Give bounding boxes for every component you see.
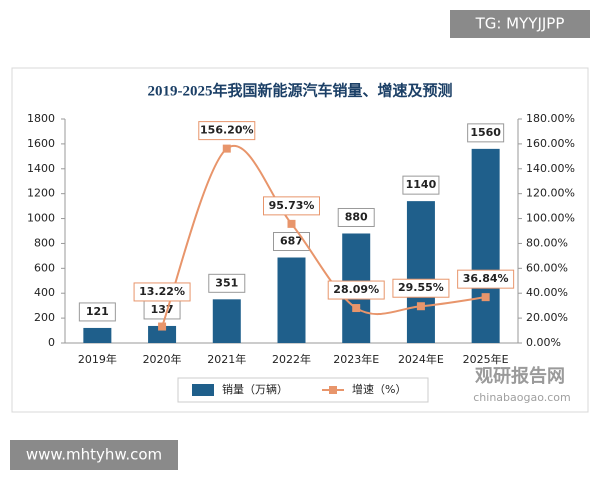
y-tick-label: 1800 xyxy=(27,112,55,125)
line-marker xyxy=(222,144,231,153)
legend-label: 销量（万辆） xyxy=(222,382,288,396)
bar xyxy=(406,201,435,343)
bar-label: 351 xyxy=(215,276,238,289)
bar-label: 880 xyxy=(345,210,368,223)
line-label: 95.73% xyxy=(269,199,315,212)
y-tick-label: 1000 xyxy=(27,212,55,225)
plot: 0 200 400 600 800 1000 1200 1400 1600 1800 0.00% 20… xyxy=(27,112,575,403)
bar-label: 1560 xyxy=(470,126,501,139)
line-label: 13.22% xyxy=(139,285,185,298)
bar-label-box xyxy=(78,302,116,322)
line-label: 29.55% xyxy=(398,281,444,294)
line-label-box xyxy=(198,121,256,141)
y2-tick-label: 60.00% xyxy=(526,261,568,274)
x-tick-label: 2020年 xyxy=(143,352,182,366)
line-marker xyxy=(287,219,296,228)
line-label-box xyxy=(263,196,320,216)
y-tick-label: 1200 xyxy=(27,187,55,200)
line-label: 36.84% xyxy=(463,272,509,285)
line-marker xyxy=(481,293,490,302)
watermark-box xyxy=(450,10,590,38)
legend-swatch xyxy=(329,386,337,394)
y-tick-label: 800 xyxy=(34,236,55,249)
line-marker xyxy=(416,302,425,311)
x-tick-label: 2019年 xyxy=(78,352,117,366)
chart-title: 2019-2025年我国新能源汽车销量、增速及预测 xyxy=(148,81,453,99)
watermark-brand: 观研报告网 xyxy=(475,365,565,387)
legend-label: 增速（%） xyxy=(352,382,406,396)
bar-label: 137 xyxy=(151,303,174,316)
line-label-box xyxy=(457,269,515,289)
y-tick-label: 400 xyxy=(34,286,55,299)
legend-frame xyxy=(177,377,429,403)
bar xyxy=(148,325,177,343)
y-tick-label: 600 xyxy=(34,261,55,274)
x-tick-label: 2024年E xyxy=(398,352,444,366)
bar-label: 687 xyxy=(280,235,303,248)
watermark: TG: MYYJJPP xyxy=(475,15,565,33)
line-marker xyxy=(158,322,167,331)
x-tick-label: 2025年E xyxy=(463,352,509,366)
y2-tick-label: 160.00% xyxy=(526,137,575,150)
legend-swatch xyxy=(192,384,214,396)
bar-label-box xyxy=(402,175,440,195)
x-tick-label: 2022年 xyxy=(272,352,311,366)
line-label-box xyxy=(133,282,191,302)
line-label: 28.09% xyxy=(333,283,379,296)
y-tick-label: 0 xyxy=(48,336,55,349)
y2-tick-label: 120.00% xyxy=(526,187,575,200)
line-label-box xyxy=(392,278,450,298)
bar-label-box xyxy=(467,123,505,143)
bar xyxy=(471,148,500,343)
y2-tick-label: 100.00% xyxy=(526,212,575,225)
line-label: 156.20% xyxy=(200,124,253,137)
y-tick-label: 1400 xyxy=(27,162,55,175)
y2-tick-label: 40.00% xyxy=(526,286,568,299)
bar-label: 1140 xyxy=(406,178,437,191)
watermark: www.mhtyhw.com xyxy=(26,446,162,464)
bar xyxy=(277,257,306,343)
y-tick-label: 200 xyxy=(34,311,55,324)
watermark-box xyxy=(10,440,178,470)
x-tick-label: 2023年E xyxy=(333,352,379,366)
y-tick-label: 1600 xyxy=(27,137,55,150)
line-label-box xyxy=(327,280,385,300)
y2-tick-label: 140.00% xyxy=(526,162,575,175)
line-marker xyxy=(352,304,361,313)
y2-tick-label: 80.00% xyxy=(526,236,568,249)
bar-label-box xyxy=(337,207,375,227)
watermark-site: chinabaogao.com xyxy=(473,391,571,404)
bar-label: 121 xyxy=(86,305,109,318)
x-tick-label: 2021年 xyxy=(207,352,246,366)
bar xyxy=(212,299,241,343)
y2-tick-label: 20.00% xyxy=(526,311,568,324)
y2-tick-label: 180.00% xyxy=(526,112,575,125)
y2-tick-label: 0.00% xyxy=(526,336,561,349)
bar xyxy=(83,327,112,343)
bar-label-box xyxy=(208,273,246,293)
